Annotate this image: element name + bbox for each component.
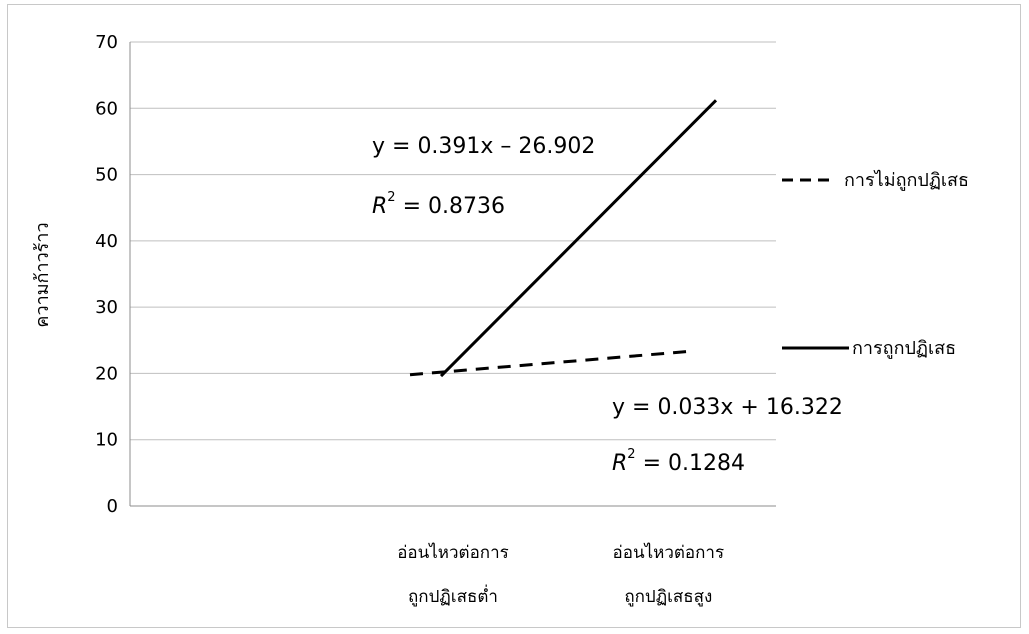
series-line-not-rejected <box>409 349 696 377</box>
legend-label-rejected: การถูกปฏิเสธ <box>852 338 956 359</box>
r2-not-rejected-superscript: 2 <box>627 447 635 462</box>
r2-rejected-superscript: 2 <box>387 190 395 205</box>
y-tick-label: 0 <box>107 496 118 517</box>
y-tick-labels: 0 10 20 30 40 50 60 70 <box>95 32 118 517</box>
y-tick-label: 50 <box>95 165 118 186</box>
r2-not-rejected-symbol: R <box>612 451 627 476</box>
gridlines <box>130 41 776 441</box>
r2-rejected-value: = 0.8736 <box>396 194 505 219</box>
legend: การไม่ถูกปฏิเสธ การถูกปฏิเสธ <box>782 169 969 359</box>
x-category-label: อ่อนไหวต่อการ <box>397 542 509 563</box>
y-tick-label: 20 <box>95 363 118 384</box>
y-tick-label: 70 <box>95 32 118 53</box>
y-tick-label: 30 <box>95 297 118 318</box>
legend-label-not-rejected: การไม่ถูกปฏิเสธ <box>844 169 969 191</box>
series-lines <box>409 99 718 378</box>
x-category-label: ถูกปฏิเสธต่ำ <box>408 584 498 607</box>
series-line-rejected <box>439 99 718 378</box>
axes <box>129 42 776 507</box>
equation-not-rejected: y = 0.033x + 16.322 <box>612 395 843 420</box>
chart-frame <box>7 4 1021 628</box>
equation-rejected: y = 0.391x – 26.902 <box>372 134 595 159</box>
r2-rejected: R2 = 0.8736 <box>372 190 505 219</box>
r2-not-rejected: R2 = 0.1284 <box>612 447 745 476</box>
x-category-label: อ่อนไหวต่อการ <box>613 542 725 563</box>
y-tick-label: 40 <box>95 231 118 252</box>
y-tick-label: 60 <box>95 98 118 119</box>
y-tick-label: 10 <box>95 430 118 451</box>
y-axis-label: ความก้าวร้าว <box>32 222 53 327</box>
x-category-label: ถูกปฏิเสธสูง <box>624 587 712 607</box>
r2-not-rejected-value: = 0.1284 <box>636 451 745 476</box>
r2-rejected-symbol: R <box>372 194 387 219</box>
